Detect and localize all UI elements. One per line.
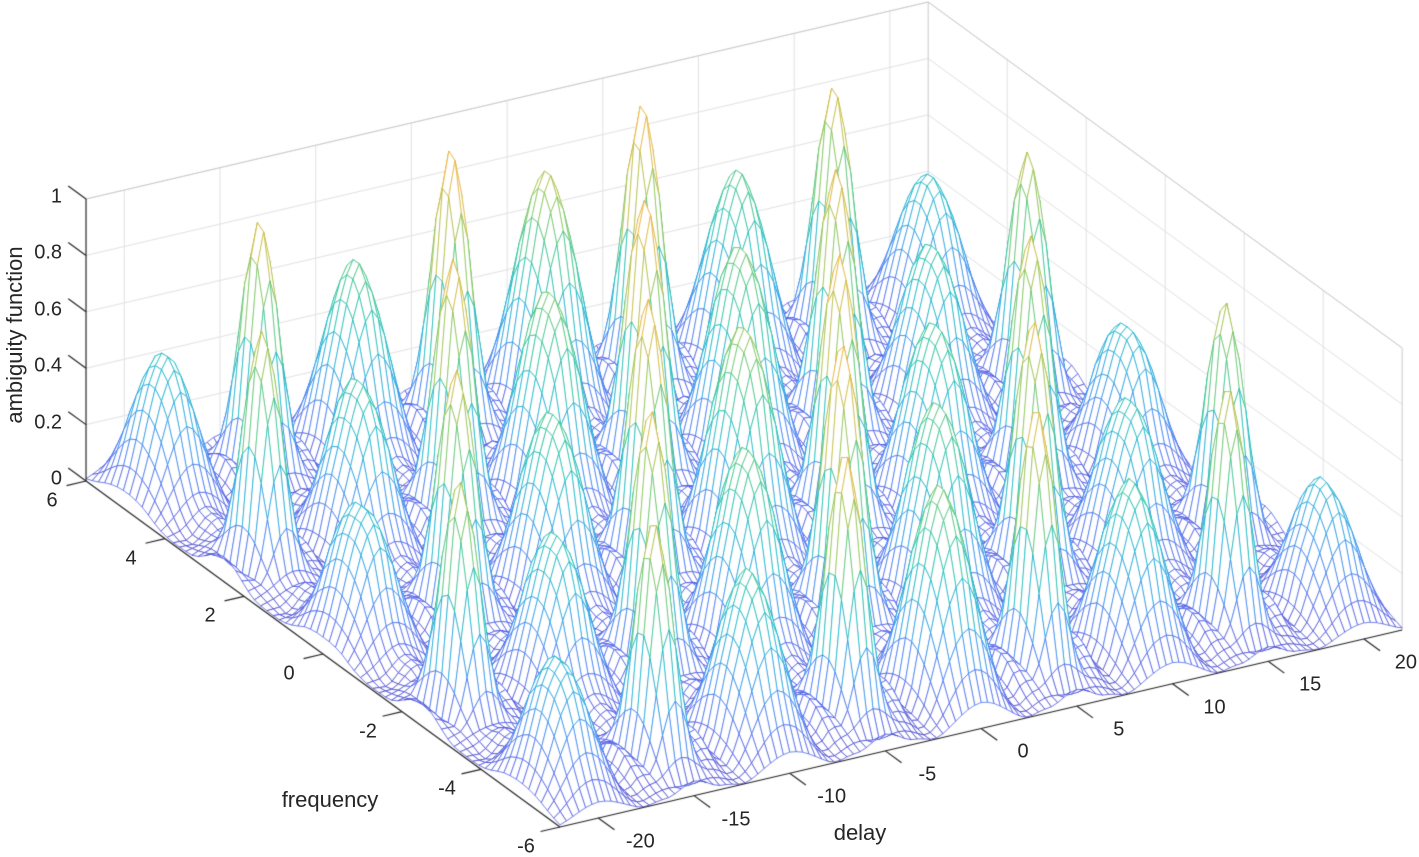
z-tick-label: 0.2 [34, 411, 63, 434]
x-axis-label: delay [833, 820, 887, 845]
z-axis-label: ambiguity function [2, 246, 27, 424]
x-tick-label: -15 [721, 808, 751, 831]
z-tick-label: 0.8 [34, 241, 63, 264]
y-axis-label: frequency [281, 787, 379, 812]
y-tick-label: 2 [204, 604, 216, 627]
x-tick-label: -10 [817, 785, 847, 808]
y-tick-label: 4 [125, 547, 137, 570]
x-tick-label: 20 [1394, 651, 1418, 674]
z-tick-label: 0.6 [34, 298, 63, 321]
x-tick-label: 5 [1113, 718, 1125, 741]
y-tick-label: -6 [517, 835, 535, 857]
z-tick-label: 0 [50, 467, 63, 490]
y-tick-label: 0 [283, 662, 295, 685]
y-tick-label: -4 [438, 777, 456, 800]
y-tick-label: 6 [46, 489, 58, 512]
z-tick-label: 1 [50, 185, 63, 208]
x-tick-label: 0 [1017, 740, 1029, 763]
x-tick-label: -20 [625, 830, 655, 853]
x-tick-label: 10 [1203, 696, 1226, 719]
z-tick-label: 0.4 [34, 354, 63, 377]
x-tick-label: 15 [1299, 673, 1322, 696]
x-tick-label: -5 [918, 763, 937, 786]
y-tick-label: -2 [359, 720, 377, 743]
